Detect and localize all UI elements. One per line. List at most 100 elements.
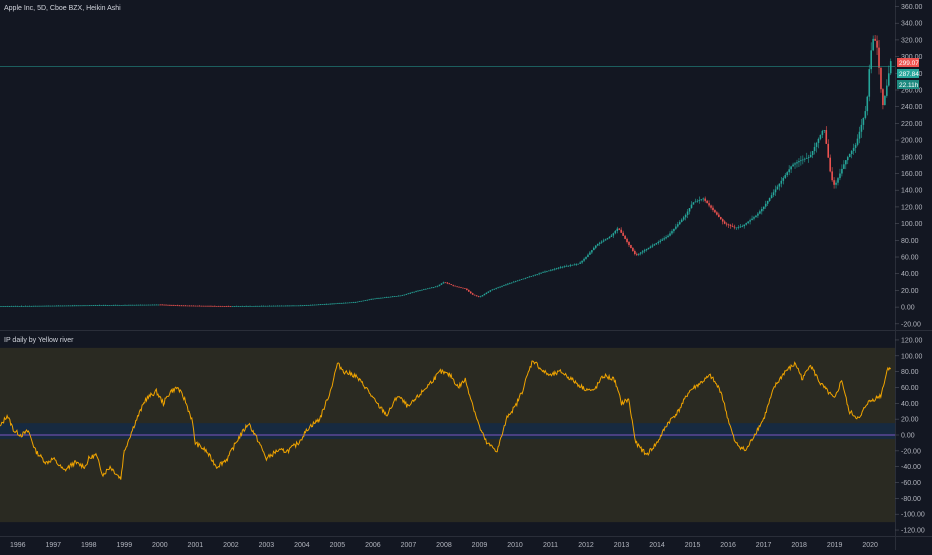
candle-body bbox=[680, 219, 683, 222]
candle-body bbox=[417, 290, 419, 292]
candle-body bbox=[524, 277, 527, 279]
candle-body bbox=[49, 305, 52, 307]
candle-body bbox=[719, 216, 722, 220]
candle-body bbox=[796, 162, 798, 164]
candle-body bbox=[831, 171, 833, 181]
candle-body bbox=[358, 301, 361, 303]
candle-body bbox=[649, 246, 652, 248]
price-tick-label: 340.00 bbox=[901, 21, 923, 28]
candle-body bbox=[651, 245, 654, 247]
candle-body bbox=[671, 231, 673, 234]
candle-body bbox=[231, 306, 234, 307]
indicator-tick-label: 120.00 bbox=[901, 337, 923, 344]
candle-body bbox=[5, 306, 7, 307]
price-badge-green-text: 287.84 bbox=[899, 71, 919, 78]
candle-body bbox=[378, 298, 380, 299]
candle-body bbox=[827, 143, 830, 158]
candle-body bbox=[83, 305, 85, 307]
candle-body bbox=[130, 304, 132, 306]
candle-body bbox=[444, 282, 447, 284]
candle-body bbox=[637, 253, 640, 255]
candle-body bbox=[688, 208, 691, 212]
candle-body bbox=[303, 305, 306, 306]
time-tick-label: 2003 bbox=[259, 542, 275, 549]
candle-body bbox=[399, 295, 402, 297]
oscillator-line bbox=[0, 360, 891, 480]
candle-body bbox=[641, 251, 644, 253]
candle-body bbox=[577, 263, 579, 265]
candle-body bbox=[274, 305, 277, 307]
price-tick-label: 160.00 bbox=[901, 171, 923, 178]
candle-body bbox=[495, 288, 497, 289]
price-tick-label: 180.00 bbox=[901, 154, 923, 161]
candle-body bbox=[71, 305, 74, 307]
candle-body bbox=[569, 265, 572, 267]
price-axis-indicator[interactable]: 120.00 100.00 80.00 60.00 40.00 20.00 0.00 -20.… bbox=[895, 337, 925, 535]
candle-body bbox=[557, 267, 560, 269]
price-axis-main[interactable]: 360.00340.00320.00300.00280.00260.00240.… bbox=[895, 4, 923, 328]
candle-body bbox=[788, 169, 790, 173]
price-tick-label: 260.00 bbox=[901, 88, 923, 95]
candle-body bbox=[245, 306, 247, 307]
candle-body bbox=[315, 304, 318, 306]
indicator-tick-label: 100.00 bbox=[901, 353, 923, 360]
candle-body bbox=[118, 305, 120, 306]
candle-body bbox=[440, 283, 443, 285]
candle-body bbox=[366, 299, 369, 301]
candle-body bbox=[350, 302, 353, 304]
candle-body bbox=[731, 225, 734, 227]
candle-body bbox=[538, 273, 540, 275]
candle-body bbox=[805, 157, 808, 159]
candle-body bbox=[552, 269, 554, 271]
time-tick-label: 2014 bbox=[649, 542, 665, 549]
candle-body bbox=[819, 134, 822, 139]
candle-body bbox=[128, 304, 130, 306]
candle-body bbox=[253, 306, 255, 307]
candle-body bbox=[200, 305, 202, 307]
candle-body bbox=[325, 304, 328, 305]
candle-body bbox=[635, 253, 638, 255]
candle-body bbox=[774, 189, 777, 193]
candle-body bbox=[270, 305, 273, 307]
candle-body bbox=[344, 302, 347, 304]
candle-body bbox=[288, 305, 290, 307]
candle-body bbox=[91, 305, 93, 307]
candle-body bbox=[850, 150, 853, 155]
candle-body bbox=[81, 305, 83, 307]
indicator-legend[interactable]: IP daily by Yellow river bbox=[4, 337, 74, 344]
candle-body bbox=[44, 305, 46, 307]
candle-body bbox=[266, 305, 269, 307]
time-axis[interactable]: 1996 1997 1998 1999 2000 2001 2002 2003 2004 2005… bbox=[10, 542, 878, 549]
candle-body bbox=[860, 124, 863, 132]
price-badge-green-bg bbox=[897, 69, 919, 78]
candle-body bbox=[317, 304, 320, 306]
candle-body bbox=[53, 305, 56, 307]
candle-body bbox=[600, 241, 603, 243]
candle-body bbox=[466, 288, 468, 291]
symbol-legend[interactable]: Apple Inc, 5D, Cboe BZX, Heikin Ashi bbox=[4, 5, 121, 12]
candle-body bbox=[624, 235, 626, 239]
candle-body bbox=[887, 73, 890, 86]
candle-body bbox=[571, 264, 574, 266]
price-tick-label: 320.00 bbox=[901, 37, 923, 44]
candle-body bbox=[837, 178, 839, 183]
price-tick-label: 100.00 bbox=[901, 221, 923, 228]
candle-body bbox=[182, 305, 185, 307]
candle-body bbox=[442, 282, 445, 284]
price-tick-label: 0.00 bbox=[901, 305, 915, 312]
price-tick-label: 60.00 bbox=[901, 255, 919, 262]
candle-body bbox=[702, 198, 705, 200]
price-tick-label: 220.00 bbox=[901, 121, 923, 128]
candle-body bbox=[520, 279, 523, 280]
candle-body bbox=[661, 239, 663, 241]
candle-body bbox=[864, 111, 867, 118]
candle-body bbox=[341, 303, 343, 304]
candle-body bbox=[151, 304, 154, 306]
candle-body bbox=[137, 304, 140, 306]
candle-body bbox=[176, 305, 179, 307]
price-tick-label: -20.00 bbox=[901, 321, 921, 328]
candle-body bbox=[848, 154, 851, 158]
candle-body bbox=[133, 304, 136, 306]
